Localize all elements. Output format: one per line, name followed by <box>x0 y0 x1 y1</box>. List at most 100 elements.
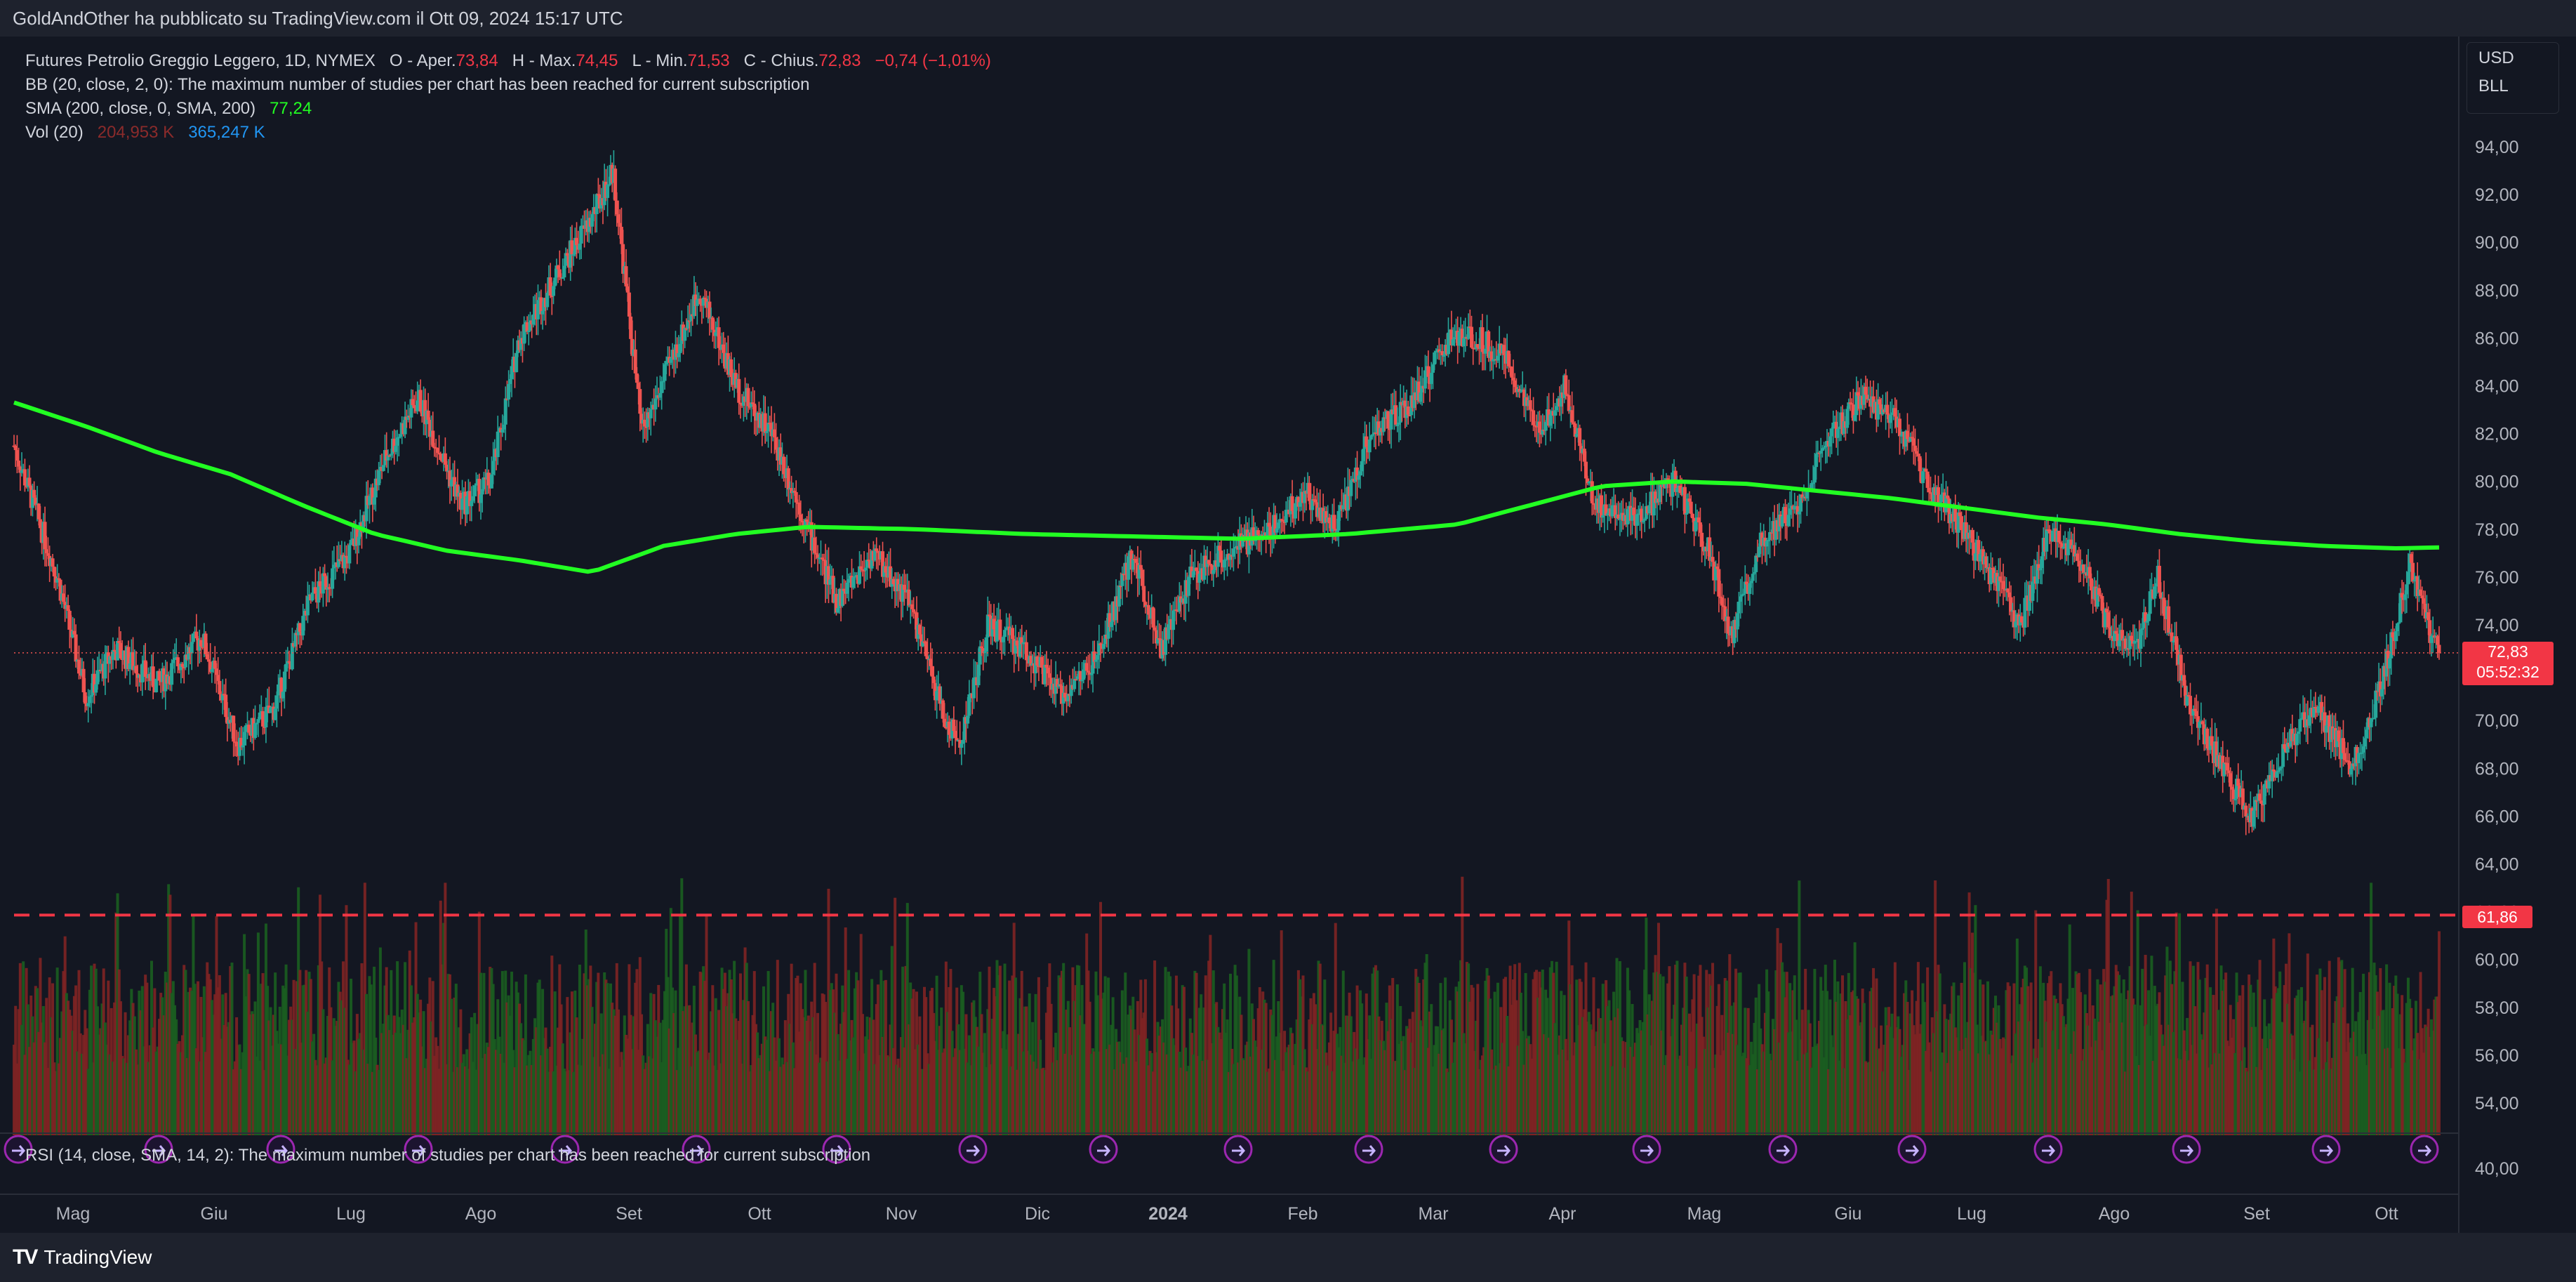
volume-bar <box>2199 1034 2203 1135</box>
candle-body <box>1483 348 1487 354</box>
candle-body <box>912 609 916 613</box>
volume-bar <box>592 1057 595 1135</box>
candle-body <box>2419 589 2423 596</box>
volume-bar <box>513 1067 517 1135</box>
volume-bar <box>954 1048 957 1135</box>
event-marker-icon[interactable] <box>1489 1135 1518 1164</box>
volume-bar <box>1157 1036 1161 1135</box>
volume-bar <box>247 974 251 1135</box>
rsi-legend[interactable]: RSI (14, close, SMA, 14, 2): The maximum… <box>25 1146 870 1165</box>
candle-body <box>171 659 175 663</box>
volume-bar <box>2290 1035 2294 1135</box>
event-marker-icon[interactable] <box>822 1135 851 1164</box>
event-marker-icon[interactable] <box>266 1135 296 1164</box>
sma-row[interactable]: SMA (200, close, 0, SMA, 200) 77,24 <box>25 97 991 121</box>
tradingview-brand[interactable]: TV TradingView <box>0 1245 152 1269</box>
candle-body <box>2001 581 2005 590</box>
volume-bar <box>529 1050 532 1135</box>
volume-bar <box>578 964 581 1135</box>
volume-bar <box>85 1028 88 1135</box>
candle-body <box>1567 395 1571 411</box>
volume-bar <box>1989 1030 1993 1135</box>
event-marker-icon[interactable] <box>2311 1135 2341 1164</box>
event-marker-icon[interactable] <box>2033 1135 2063 1164</box>
volume-bar <box>1915 1000 1918 1135</box>
event-marker-icon[interactable] <box>1089 1135 1118 1164</box>
candle-body <box>616 214 620 223</box>
volume-bar <box>1065 1010 1068 1135</box>
event-marker-icon[interactable] <box>1354 1135 1383 1164</box>
candle-body <box>1241 534 1245 547</box>
candle-body <box>2095 588 2099 607</box>
currency-unit-selector[interactable]: USD BLL <box>2467 42 2559 114</box>
y-tick-label: 84,00 <box>2475 377 2519 397</box>
volume-bar <box>1113 1069 1116 1135</box>
event-marker-icon[interactable] <box>1632 1135 1661 1164</box>
volume-bar <box>1912 1025 1916 1135</box>
volume-bar <box>1524 972 1527 1135</box>
price-chart[interactable]: 94,0092,0090,0088,0086,0084,0082,0080,00… <box>0 37 2576 1233</box>
candle-body <box>1043 664 1047 685</box>
event-marker-icon[interactable] <box>144 1135 173 1164</box>
volume-bar <box>1621 1040 1625 1135</box>
brand-name: TradingView <box>44 1246 152 1268</box>
volume-bar <box>773 1037 776 1135</box>
candle-body <box>1211 570 1216 574</box>
event-marker-icon[interactable] <box>1223 1135 1253 1164</box>
volume-bar <box>1875 978 1878 1135</box>
event-marker-icon[interactable] <box>2172 1135 2201 1164</box>
volume-bar <box>865 1017 869 1135</box>
volume-bar <box>1623 1067 1626 1135</box>
volume-bar <box>711 985 715 1135</box>
volume-bar <box>499 1053 503 1135</box>
volume-bar <box>725 1006 729 1135</box>
candle-body <box>1407 414 1412 416</box>
candle-body <box>279 678 284 699</box>
candle-body <box>57 578 61 580</box>
volume-bar <box>1607 1000 1611 1135</box>
event-marker-icon[interactable] <box>958 1135 988 1164</box>
event-marker-icon[interactable] <box>682 1135 711 1164</box>
candle-body <box>1146 604 1150 615</box>
volume-bar <box>745 963 748 1135</box>
volume-bar <box>365 993 369 1135</box>
symbol-row[interactable]: Futures Petrolio Greggio Leggero, 1D, NY… <box>25 49 991 73</box>
volume-bar <box>463 1066 467 1135</box>
candle-body <box>1096 655 1100 660</box>
event-marker-icon[interactable] <box>1897 1135 1927 1164</box>
volume-bar <box>2329 1069 2332 1135</box>
volume-bar <box>2135 1056 2138 1135</box>
candle-body <box>1780 516 1784 527</box>
event-marker-icon[interactable] <box>550 1135 580 1164</box>
candle-body <box>93 673 97 693</box>
volume-bar <box>2232 1019 2236 1135</box>
volume-bar <box>244 996 248 1135</box>
volume-bar <box>2014 1033 2017 1135</box>
candle-body <box>1063 692 1067 698</box>
volume-bar <box>1138 1035 1141 1135</box>
volume-bar <box>1099 901 1103 1135</box>
event-lightning-icon[interactable] <box>2410 1135 2439 1164</box>
volume-bar <box>1770 1060 1773 1135</box>
volume-bar <box>1283 1031 1287 1135</box>
candle-body <box>387 455 392 457</box>
volume-bar <box>224 993 227 1135</box>
volume-bar <box>1632 1057 1635 1135</box>
bb-row[interactable]: BB (20, close, 2, 0): The maximum number… <box>25 73 991 97</box>
volume-bar <box>1538 972 1541 1135</box>
volume-bar <box>750 1065 753 1135</box>
volume-bar <box>1366 1039 1369 1135</box>
candle-body <box>89 695 93 697</box>
volume-bar <box>82 1035 86 1135</box>
event-marker-icon[interactable] <box>4 1135 33 1164</box>
volume-bar <box>427 1003 430 1135</box>
event-marker-icon[interactable] <box>1768 1135 1798 1164</box>
event-marker-icon[interactable] <box>404 1135 433 1164</box>
volume-bar <box>2136 910 2139 1135</box>
vol-row[interactable]: Vol (20) 204,953 K 365,247 K <box>25 121 991 145</box>
candle-body <box>1814 454 1819 468</box>
volume-bar <box>1852 990 1855 1135</box>
volume-bar <box>585 985 589 1135</box>
candle-body <box>2123 638 2127 649</box>
volume-bar <box>246 969 249 1135</box>
